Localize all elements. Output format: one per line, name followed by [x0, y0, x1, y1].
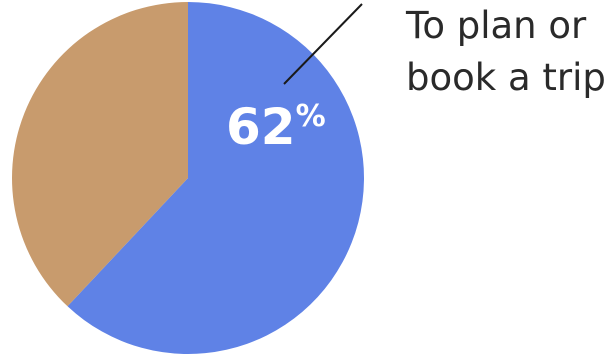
slice-data-label: 62% [226, 98, 326, 156]
slice-data-label-value: 62 [226, 98, 296, 156]
pie-slice-1 [11, 2, 188, 307]
pie-slices [11, 2, 364, 354]
pie-slice-0 [67, 2, 364, 354]
annotation-line-2: book a trip [406, 56, 606, 99]
annotation-leader-line [283, 3, 363, 85]
annotation-line-1: To plan or [405, 4, 587, 47]
slice-data-label-unit: % [296, 99, 326, 134]
